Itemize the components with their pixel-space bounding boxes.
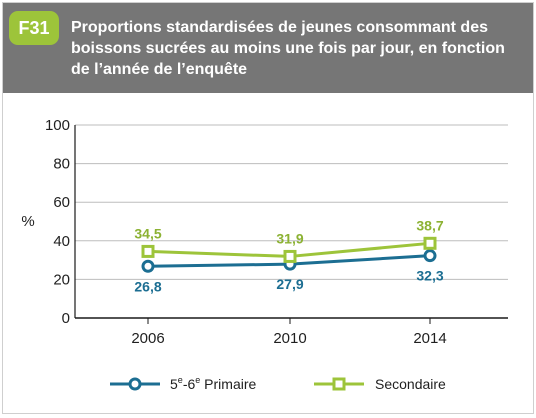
- data-point-square: [423, 236, 437, 250]
- figure-header: F31 Proportions standardisées de jeunes …: [3, 3, 533, 93]
- legend-label-secondaire: Secondaire: [375, 376, 446, 392]
- legend-circle-marker: [128, 377, 142, 391]
- y-axis-ticks: 0 20 40 60 80 100: [45, 117, 70, 327]
- y-axis-label: %: [21, 213, 34, 230]
- y-tick-label: 100: [45, 117, 70, 134]
- x-tick-label: 2014: [413, 330, 446, 347]
- data-label: 32,3: [416, 268, 443, 284]
- gridlines: [74, 124, 508, 319]
- legend-label-primaire: 5e-6e Primaire: [170, 375, 257, 392]
- data-label: 31,9: [276, 230, 303, 246]
- data-point-circle: [423, 249, 437, 263]
- y-tick-label: 40: [53, 233, 70, 250]
- data-label: 34,5: [134, 225, 161, 241]
- y-tick-label: 20: [53, 271, 70, 288]
- figure-title: Proportions standardisées de jeunes cons…: [71, 19, 505, 78]
- data-label: 38,7: [416, 217, 443, 233]
- data-point-square: [141, 244, 155, 258]
- legend-item-secondaire: Secondaire: [314, 376, 446, 392]
- x-axis-ticks: 2006 2010 2014: [131, 318, 447, 347]
- figure-card: F31 Proportions standardisées de jeunes …: [2, 2, 534, 414]
- x-tick-label: 2010: [273, 330, 306, 347]
- y-tick-label: 0: [62, 310, 70, 327]
- series-markers: [141, 236, 437, 273]
- data-point-circle: [141, 259, 155, 273]
- data-label: 26,8: [134, 278, 161, 294]
- legend-square-marker: [332, 377, 346, 391]
- legend-item-primaire: 5e-6e Primaire: [110, 375, 257, 392]
- figure-number-badge: F31: [9, 11, 59, 45]
- y-tick-label: 60: [53, 194, 70, 211]
- y-tick-label: 80: [53, 156, 70, 173]
- data-point-square: [283, 249, 297, 263]
- legend: 5e-6e Primaire Secondaire: [110, 375, 446, 392]
- data-label: 27,9: [276, 276, 303, 292]
- x-tick-label: 2006: [131, 330, 164, 347]
- data-labels: 26,8 27,9 32,3 34,5 31,9 38,7: [134, 217, 443, 294]
